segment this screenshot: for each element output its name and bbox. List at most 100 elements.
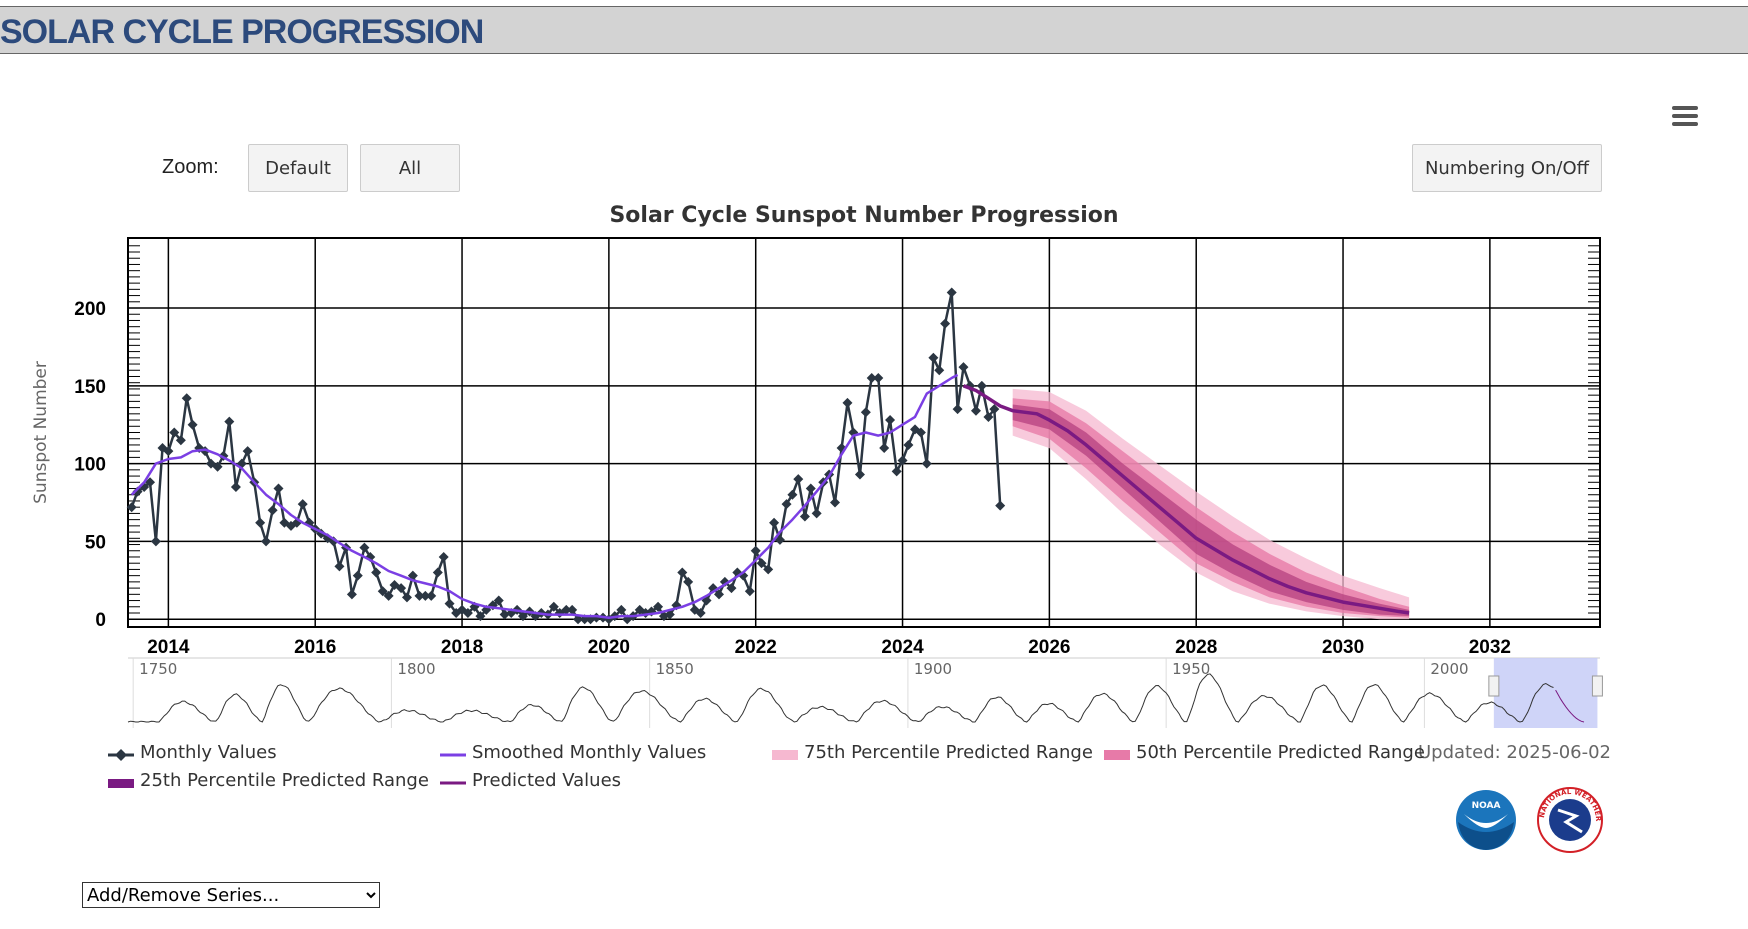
zoom-default-button[interactable]: Default xyxy=(248,144,348,192)
monthly-value-point xyxy=(444,598,455,609)
monthly-value-point xyxy=(970,405,981,416)
monthly-value-point xyxy=(297,499,308,510)
x-tick-label: 2022 xyxy=(735,637,777,658)
monthly-value-point xyxy=(169,427,180,438)
chart-menu-icon[interactable] xyxy=(1672,106,1698,128)
y-tick-label: 200 xyxy=(74,299,106,320)
y-tick-label: 50 xyxy=(85,532,106,553)
legend-item-p75[interactable]: 75th Percentile Predicted Range xyxy=(772,742,1093,763)
monthly-value-point xyxy=(462,607,473,618)
monthly-value-point xyxy=(866,373,877,384)
monthly-value-point xyxy=(921,458,932,469)
monthly-value-point xyxy=(793,474,804,485)
monthly-value-point xyxy=(799,511,810,522)
monthly-value-point xyxy=(701,595,712,606)
agency-logos: NOAA NATIONAL WEATHER SERVICE xyxy=(1451,778,1604,869)
legend-symbol-icon xyxy=(772,746,798,760)
y-axis-label: Sunspot Number xyxy=(31,361,51,504)
legend-item-smoothed[interactable]: Smoothed Monthly Values xyxy=(440,742,706,763)
monthly-value-point xyxy=(377,586,388,597)
monthly-value-point xyxy=(689,604,700,615)
monthly-value-point xyxy=(150,536,161,547)
monthly-value-point xyxy=(805,483,816,494)
x-tick-label: 2026 xyxy=(1028,637,1070,658)
band-p25 xyxy=(1012,404,1410,617)
legend-item-predicted[interactable]: Predicted Values xyxy=(440,770,621,791)
monthly-value-point xyxy=(561,604,572,615)
navigator-handle-left[interactable] xyxy=(1488,675,1500,697)
monthly-value-point xyxy=(769,517,780,528)
legend-label: 25th Percentile Predicted Range xyxy=(140,770,429,791)
monthly-value-point xyxy=(475,611,486,622)
x-tick-label: 2032 xyxy=(1469,637,1511,658)
monthly-value-point xyxy=(934,365,945,376)
monthly-value-point xyxy=(885,415,896,426)
legend-label: Smoothed Monthly Values xyxy=(472,742,707,763)
monthly-value-point xyxy=(432,567,443,578)
monthly-value-point xyxy=(175,435,186,446)
monthly-value-point xyxy=(371,567,382,578)
monthly-value-point xyxy=(744,586,755,597)
monthly-value-point xyxy=(352,570,363,581)
monthly-value-point xyxy=(389,579,400,590)
noaa-logo: NOAA xyxy=(1456,790,1516,850)
legend-item-p25[interactable]: 25th Percentile Predicted Range xyxy=(108,770,429,791)
monthly-value-point xyxy=(653,601,664,612)
navigator-series xyxy=(127,673,1554,723)
navigator-label: 1900 xyxy=(914,660,952,678)
svg-text:NOAA: NOAA xyxy=(1472,801,1501,811)
legend-label: 50th Percentile Predicted Range xyxy=(1136,742,1425,763)
monthly-value-point xyxy=(958,362,969,373)
monthly-value-point xyxy=(976,380,987,391)
monthly-value-point xyxy=(879,443,890,454)
monthly-value-point xyxy=(842,397,853,408)
monthly-value-point xyxy=(267,505,278,516)
monthly-value-point xyxy=(860,407,871,418)
monthly-value-point xyxy=(548,601,559,612)
monthly-value-point xyxy=(145,477,156,488)
monthly-value-point xyxy=(756,558,767,569)
monthly-value-point xyxy=(677,567,688,578)
x-tick-label: 2030 xyxy=(1322,637,1364,658)
monthly-value-point xyxy=(903,439,914,450)
legend-symbol-icon xyxy=(1104,746,1130,760)
monthly-value-point xyxy=(732,567,743,578)
y-tick-label: 0 xyxy=(95,610,106,631)
monthly-value-point xyxy=(738,570,749,581)
monthly-value-point xyxy=(940,318,951,329)
monthly-value-point xyxy=(952,404,963,415)
monthly-value-point xyxy=(506,607,517,618)
navigator-label: 1950 xyxy=(1172,660,1210,678)
legend-item-p50[interactable]: 50th Percentile Predicted Range xyxy=(1104,742,1425,763)
monthly-value-point xyxy=(212,461,223,472)
monthly-value-point xyxy=(493,595,504,606)
monthly-value-point xyxy=(242,446,253,457)
monthly-value-point xyxy=(995,500,1006,511)
monthly-value-point xyxy=(719,576,730,587)
monthly-value-point xyxy=(163,446,174,457)
monthly-value-point xyxy=(426,590,437,601)
navigator-label: 1750 xyxy=(139,660,177,678)
legend-symbol-icon xyxy=(440,774,466,788)
monthly-value-point xyxy=(946,287,957,298)
x-tick-label: 2014 xyxy=(147,637,190,658)
monthly-value-point xyxy=(438,551,449,562)
navigator-handle-right[interactable] xyxy=(1591,675,1603,697)
numbering-toggle-button[interactable]: Numbering On/Off xyxy=(1412,144,1602,192)
band-p50 xyxy=(1012,398,1410,618)
add-remove-series-select[interactable]: Add/Remove Series... xyxy=(82,882,380,908)
monthly-value-point xyxy=(132,486,143,497)
monthly-value-point xyxy=(664,609,675,620)
legend-label: Predicted Values xyxy=(472,770,622,791)
monthly-value-point xyxy=(230,481,241,492)
monthly-value-point xyxy=(567,604,578,615)
monthly-value-point xyxy=(573,614,584,625)
legend-item-monthly[interactable]: Monthly Values xyxy=(108,742,277,763)
predicted-values-line xyxy=(962,384,1410,615)
monthly-value-point xyxy=(401,592,412,603)
monthly-value-point xyxy=(255,517,266,528)
monthly-value-point xyxy=(891,466,902,477)
monthly-value-point xyxy=(126,502,137,513)
zoom-all-button[interactable]: All xyxy=(360,144,460,192)
monthly-value-point xyxy=(517,611,528,622)
